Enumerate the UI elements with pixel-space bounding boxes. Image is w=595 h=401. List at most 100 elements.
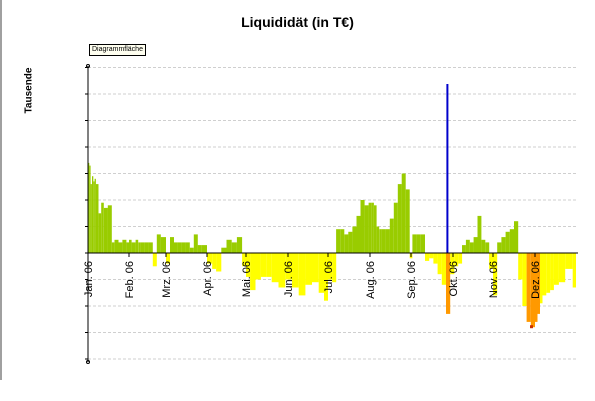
month-label-3: Apr. 06 [202,261,214,296]
data-bar [537,253,540,314]
data-bar [344,234,349,253]
month-label-0: Jan. 06 [83,261,95,297]
data-bar [371,202,374,253]
data-bar [98,213,102,254]
data-bar [221,247,227,253]
data-bar [111,242,115,253]
data-bar [501,237,506,253]
month-label-2: Mrz. 06 [161,261,173,298]
data-bar [420,234,425,253]
data-bar [197,245,202,253]
data-bar [522,253,527,306]
data-bar [469,242,474,253]
data-bar [389,218,394,254]
data-bar [160,237,166,253]
data-bar [514,221,519,253]
data-bar [212,253,217,269]
month-label-5: Jun. 06 [283,261,295,297]
month-label-6: Jul. 06 [323,261,335,293]
data-bar [92,176,94,253]
month-label-7: Aug. 06 [365,261,377,299]
data-bar [381,229,386,254]
data-bar [95,184,99,253]
data-bar [185,242,190,253]
minimum-marker [530,325,533,329]
data-bar [530,253,535,328]
data-bar [305,253,312,285]
data-bar [118,242,123,253]
data-bar [255,253,261,280]
data-bar [489,253,493,269]
data-bar [135,239,139,254]
data-bar [156,234,161,253]
gridlines [88,67,578,360]
axes [85,64,578,364]
data-bar [122,239,127,254]
data-bar [93,181,95,253]
data-bar [285,253,292,280]
data-bar [493,253,498,296]
data-bar [107,205,112,253]
data-bar [189,247,194,253]
data-bar [336,229,341,254]
data-bar [535,253,538,322]
data-bar [441,253,446,285]
data-bar [565,253,573,269]
data-bar [485,242,490,253]
data-bar [397,184,402,253]
data-bar [356,215,361,253]
data-bar [477,215,482,253]
data-bar [131,242,136,253]
data-bar [458,253,463,264]
data-bar [550,253,554,291]
chart-area-tooltip: Diagrammfläche [89,44,146,56]
data-bar [518,253,523,280]
data-bar [454,253,459,267]
data-bar [437,253,442,275]
data-bar [412,234,417,253]
data-bar [152,253,157,267]
data-bar [88,162,90,253]
data-bar [242,253,246,267]
data-bar [236,237,243,253]
data-bar [505,231,510,253]
data-bar [170,237,174,253]
data-bar [429,253,434,259]
bars [88,84,576,329]
data-bar [433,253,438,264]
month-label-4: Mai. 06 [241,261,253,297]
data-bar [260,253,267,277]
data-bar [352,226,357,253]
data-bar [201,245,207,253]
month-label-8: Sep. 06 [406,261,418,299]
data-bar [542,253,547,296]
data-bar [94,178,96,253]
data-bar [138,242,141,253]
data-bar [376,226,380,253]
data-bar [278,253,286,288]
data-bar [450,253,455,275]
data-bar [103,207,108,253]
data-bar [89,165,91,253]
data-bar [126,242,129,253]
data-bar [497,242,502,253]
data-bar [473,237,478,253]
data-bar [271,253,279,283]
data-bar [379,229,382,254]
data-bar [385,229,390,254]
data-bar [292,253,299,288]
data-bar [181,242,186,253]
data-bar [177,242,182,253]
data-bar [207,253,213,264]
data-bar [166,253,170,264]
data-bar [173,242,178,253]
data-bar [425,253,430,261]
data-bar [231,242,237,253]
data-bar [129,239,132,254]
data-bar [148,242,153,253]
data-bar [144,242,149,253]
y-axis-top-cap [86,64,90,68]
data-bar [266,253,272,277]
data-bar [328,253,333,280]
